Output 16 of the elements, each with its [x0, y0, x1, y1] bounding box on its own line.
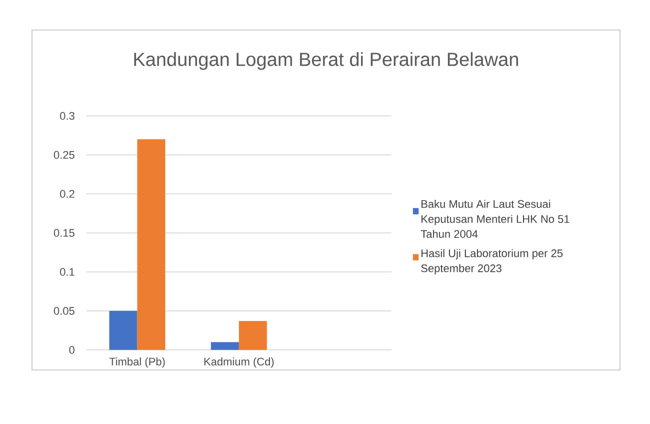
- y-tick-label: 0: [69, 346, 74, 354]
- y-tick-label: 0.05: [54, 307, 74, 315]
- legend-label: Hasil Uji Laboratorium per 25 September 2023: [421, 249, 563, 274]
- legend-label: Baku Mutu Air Laut Sesuai Keputusan Menteri LHK No 51 Tahun 2004: [420, 200, 570, 238]
- bar: [210, 342, 239, 350]
- bar: [137, 139, 166, 350]
- bar: [109, 310, 138, 350]
- y-tick-label: 0.3: [60, 112, 74, 120]
- x-tick-label: Kadmium (Cd): [204, 357, 274, 368]
- bar: [238, 321, 267, 350]
- y-tick-label: 0.15: [54, 229, 74, 237]
- x-tick-label: Timbal (Pb): [109, 357, 165, 368]
- y-tick-label: 0.25: [54, 151, 74, 159]
- y-tick-label: 0.1: [60, 268, 74, 276]
- y-tick-label: 0.2: [60, 190, 74, 198]
- chart-title: Kandungan Logam Berat di Perairan Belawan: [134, 52, 518, 70]
